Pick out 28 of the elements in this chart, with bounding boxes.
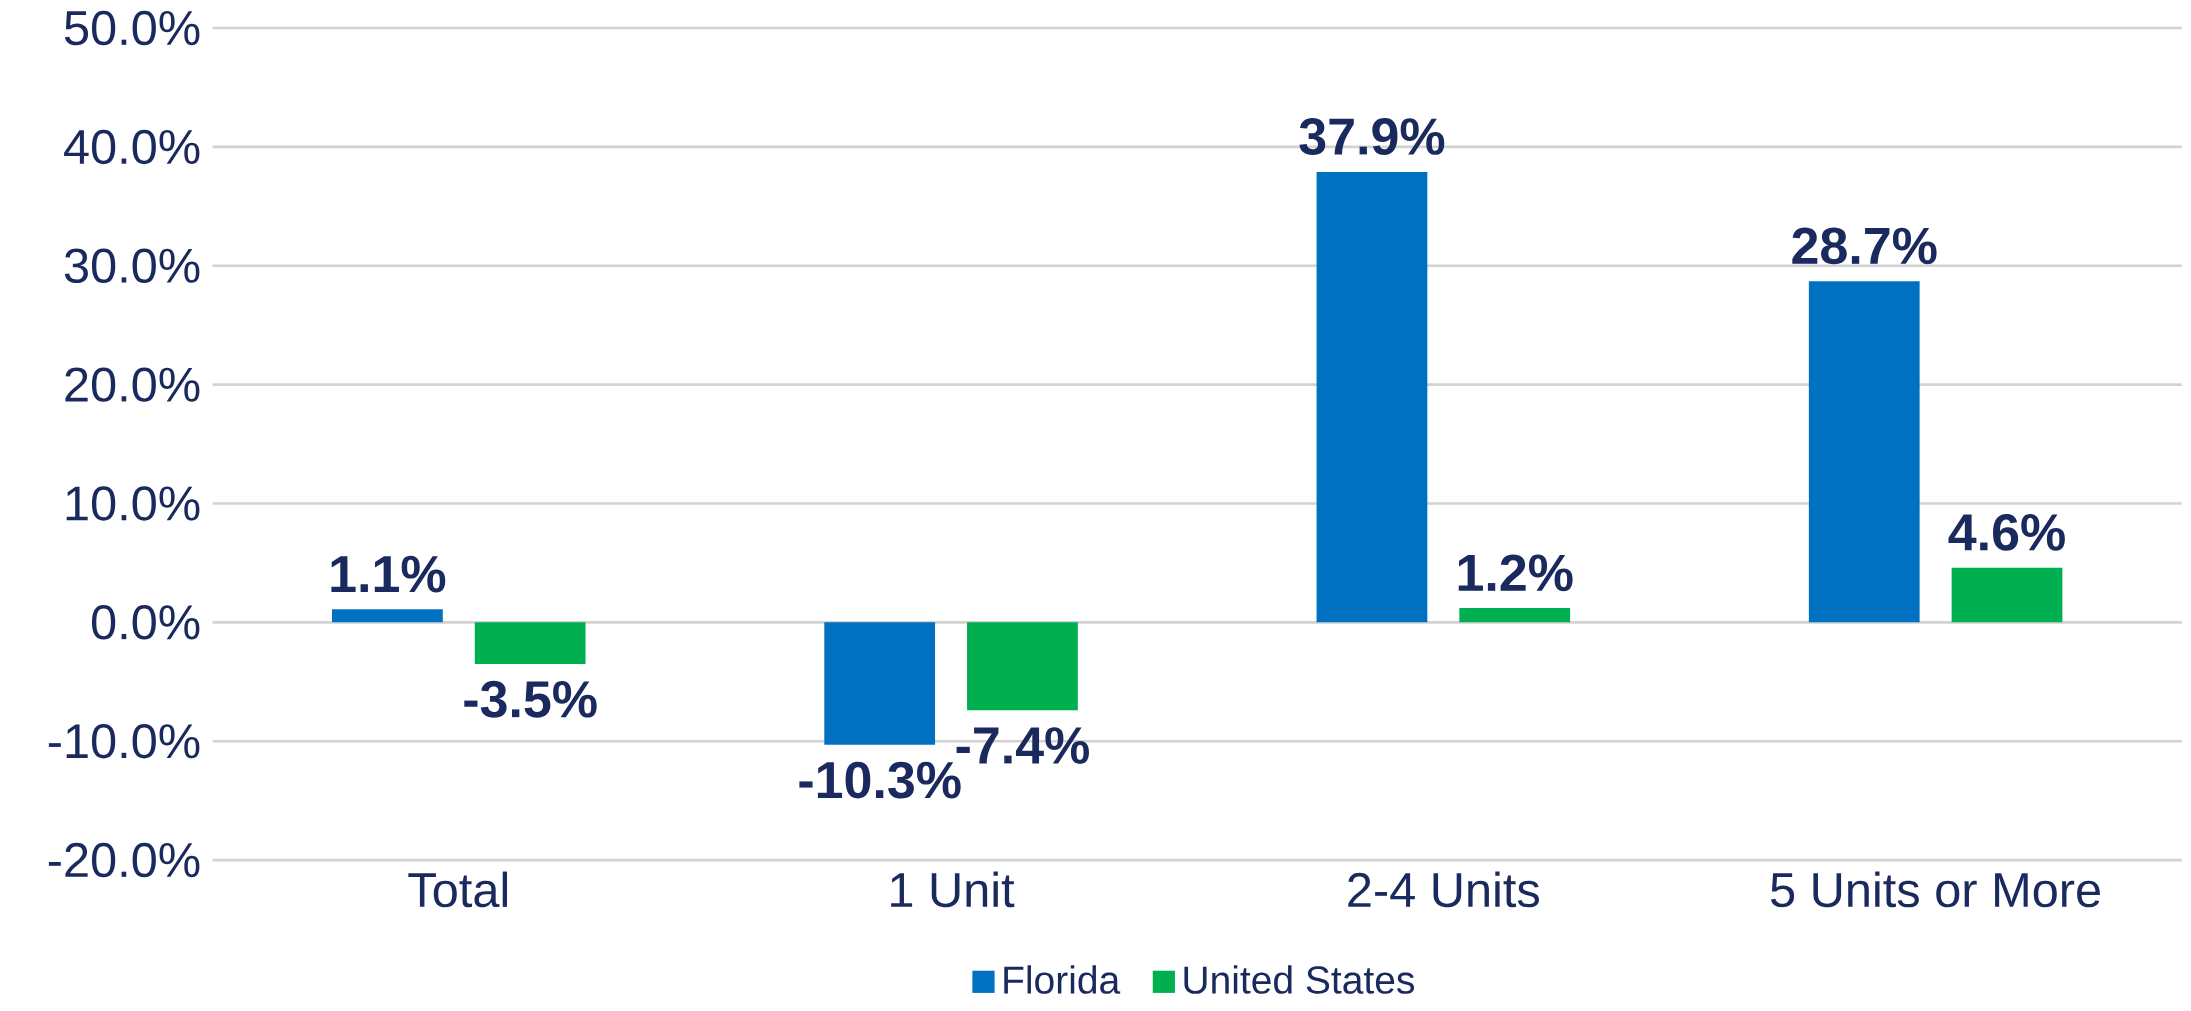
bar [1316,171,1428,623]
bar [1459,607,1571,623]
bar [332,609,443,623]
data-label: 1.1% [331,555,446,593]
data-label: 1.2% [1458,554,1573,592]
bar [967,622,1078,711]
x-tick-label: 1 Unit [891,871,1015,908]
y-tick-label: 10.0% [66,486,200,521]
data-label: 28.7% [1792,227,1937,265]
y-tick-label: 40.0% [64,129,200,164]
x-tick-label: 2-4 Units [1348,871,1539,908]
x-tick-label: Total [408,871,508,908]
legend-label: United States [1184,965,1415,994]
y-tick-label: -20.0% [48,842,200,878]
x-tick-label: 5 Units or More [1770,871,2100,908]
y-tick-label: -10.0% [48,723,200,759]
legend-label: Florida [1004,965,1121,994]
bar [474,622,586,664]
y-tick-label: 0.0% [91,604,200,640]
data-label: -3.5% [464,680,597,718]
bar [1808,281,1920,623]
data-label: 4.6% [1948,513,2065,551]
y-tick-label: 50.0% [64,10,200,46]
data-label: 37.9% [1299,117,1445,155]
y-tick-label: 30.0% [64,248,200,283]
y-tick-label: 20.0% [65,367,200,402]
bar [824,622,936,745]
bar [1951,567,2063,623]
